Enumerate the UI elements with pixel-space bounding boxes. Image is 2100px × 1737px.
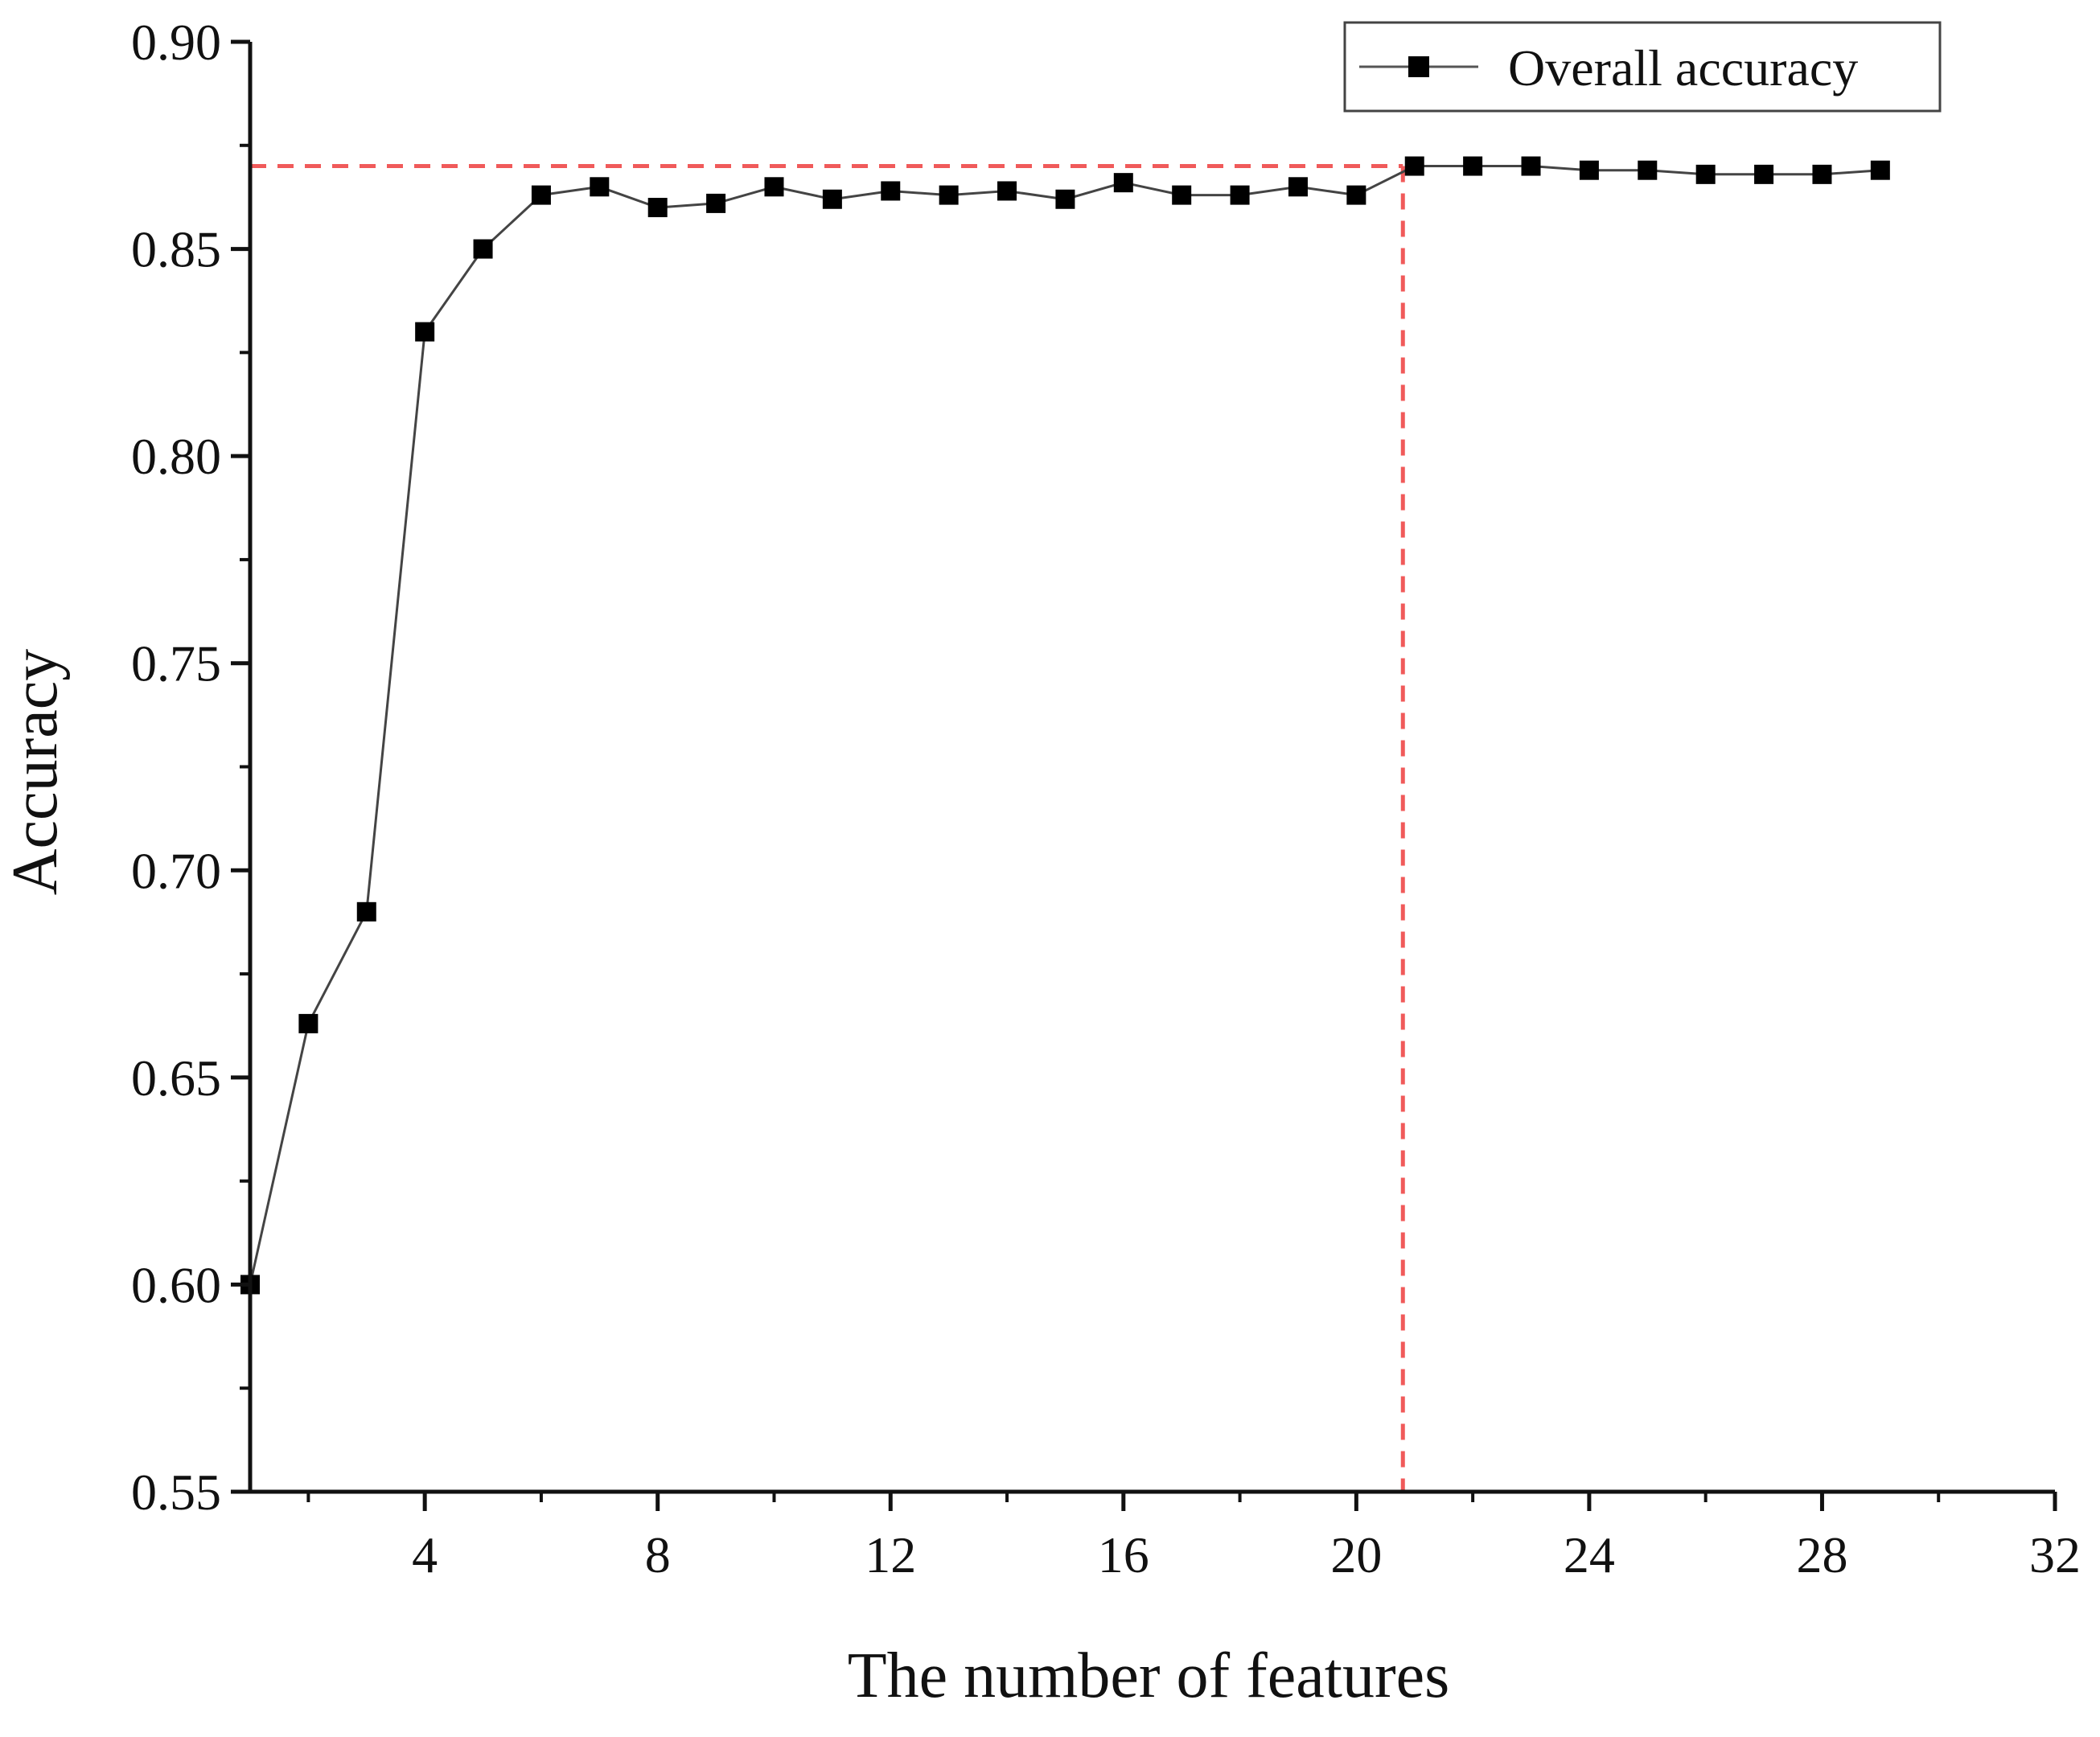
x-tick-label: 16 <box>1098 1526 1149 1583</box>
x-tick-label: 12 <box>865 1526 916 1583</box>
data-point-marker <box>531 185 551 205</box>
data-point-marker <box>1579 160 1599 180</box>
data-point-marker <box>1172 185 1192 205</box>
y-tick-label: 0.90 <box>131 14 221 71</box>
y-tick-label: 0.55 <box>131 1464 221 1521</box>
data-point-marker <box>1695 164 1716 184</box>
data-point-marker <box>1288 177 1308 197</box>
series-line <box>249 165 1880 1285</box>
tick-marks <box>231 39 2057 1511</box>
data-point-marker <box>997 181 1017 201</box>
data-point-marker <box>1870 160 1890 180</box>
data-point-marker <box>415 322 435 342</box>
y-tick-label: 0.60 <box>131 1256 221 1313</box>
y-tick-label: 0.80 <box>131 428 221 485</box>
data-point-marker <box>1404 156 1424 176</box>
legend-label-overall-accuracy: Overall accuracy <box>1508 39 1858 96</box>
data-point-marker <box>881 181 901 201</box>
data-point-marker <box>473 239 493 259</box>
x-tick-label: 28 <box>1796 1526 1847 1583</box>
data-point-marker <box>1346 185 1366 205</box>
x-tick-label: 4 <box>412 1526 438 1583</box>
x-tick-label: 8 <box>645 1526 671 1583</box>
data-point-marker <box>764 177 784 197</box>
y-tick-label: 0.85 <box>131 221 221 278</box>
y-tick-label: 0.65 <box>131 1049 221 1107</box>
legend: Overall accuracy <box>1343 21 1942 113</box>
series-layer <box>240 156 1890 1295</box>
data-point-marker <box>1754 164 1774 184</box>
data-point-marker <box>1113 173 1133 193</box>
data-point-marker <box>1812 164 1832 184</box>
data-point-marker <box>298 1013 318 1033</box>
data-point-marker <box>1638 160 1658 180</box>
data-point-marker <box>1521 156 1541 176</box>
tick-labels: 0.55 0.60 0.65 0.70 0.75 0.80 0.85 0.90 4 8 12 16 20… <box>131 14 2081 1583</box>
data-point-marker <box>590 177 610 197</box>
y-tick-label: 0.75 <box>131 635 221 692</box>
data-point-marker <box>647 198 668 218</box>
x-tick-label: 24 <box>1564 1526 1615 1583</box>
legend-marker <box>1408 56 1429 77</box>
x-tick-label: 32 <box>2029 1526 2081 1583</box>
data-point-marker <box>822 189 842 209</box>
y-axis-title: Accuracy <box>0 649 71 895</box>
axes <box>248 42 2055 1494</box>
data-point-marker <box>706 193 726 213</box>
data-point-marker <box>939 185 959 205</box>
data-point-marker <box>1055 189 1075 209</box>
y-tick-label: 0.70 <box>131 842 221 899</box>
x-axis-title: The number of features <box>848 1640 1450 1711</box>
data-point-marker <box>356 901 376 922</box>
data-point-marker <box>1463 156 1483 176</box>
reference-lines <box>250 164 1405 1492</box>
x-tick-label: 20 <box>1330 1526 1382 1583</box>
data-point-marker <box>1230 185 1250 205</box>
